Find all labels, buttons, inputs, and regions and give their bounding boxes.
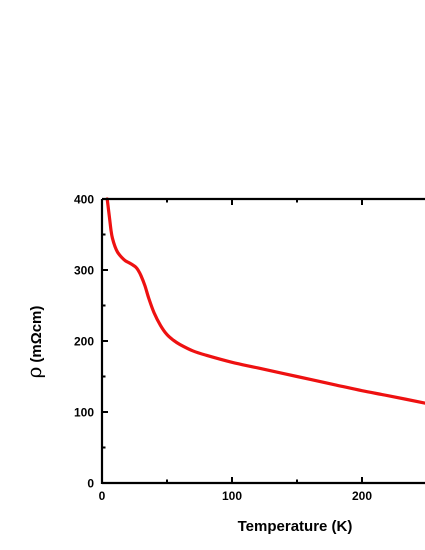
y-axis-title: ρ (mΩcm) [22,306,46,379]
y-tick-label: 100 [74,406,94,420]
major-ticks [101,198,363,484]
svg-text:ρ(mΩcm): ρ (mΩcm) [22,306,46,379]
y-tick-labels: 0 100 200 300 400 [74,193,94,491]
y-axis-symbol: ρ [22,367,46,379]
y-axis-unit: (mΩcm) [28,306,45,363]
x-axis-title: Temperature (K) [238,518,353,535]
x-tick-label: 0 [99,489,106,503]
y-tick-label: 200 [74,335,94,349]
x-tick-labels: 0 100 200 [99,489,373,503]
x-tick-label: 100 [222,489,242,503]
axes [100,197,425,485]
y-tick-label: 400 [74,193,94,207]
y-tick-label: 300 [74,264,94,278]
x-tick-label: 200 [352,489,372,503]
minor-ticks [102,199,298,483]
y-tick-label: 0 [87,477,94,491]
series-line [105,197,425,405]
